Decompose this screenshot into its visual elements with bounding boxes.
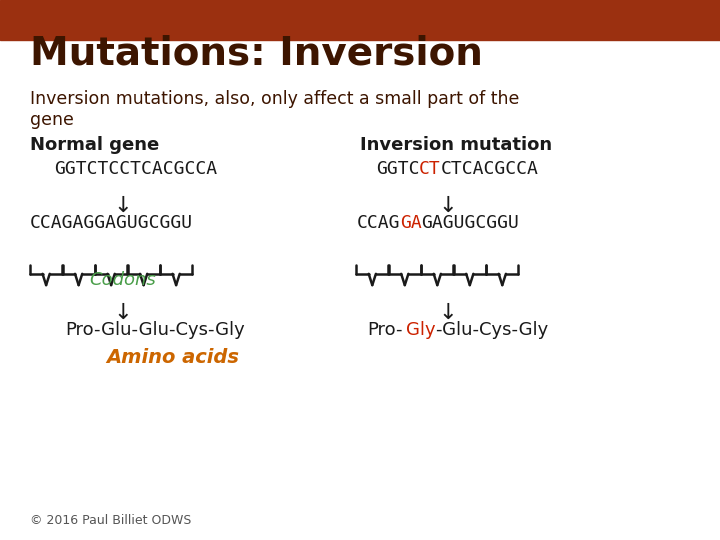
Text: Pro-Glu-Glu-Cys-Gly: Pro-Glu-Glu-Cys-Gly <box>65 321 245 339</box>
Text: ↓: ↓ <box>438 303 457 323</box>
Text: ↓: ↓ <box>113 303 132 323</box>
Text: © 2016 Paul Billiet ODWS: © 2016 Paul Billiet ODWS <box>30 514 192 526</box>
Text: Gly: Gly <box>406 321 436 339</box>
Bar <box>0 0 720 40</box>
Text: GGTC: GGTC <box>376 160 419 178</box>
Text: Codons: Codons <box>89 271 156 289</box>
Text: Pro-: Pro- <box>367 321 402 339</box>
Text: Amino acids: Amino acids <box>107 348 240 367</box>
Text: ↓: ↓ <box>438 196 457 217</box>
Text: GAGUGCGGU: GAGUGCGGU <box>421 214 519 232</box>
Text: GGTCTCCTCACGCCA: GGTCTCCTCACGCCA <box>54 160 217 178</box>
Text: Inversion mutations, also, only affect a small part of the: Inversion mutations, also, only affect a… <box>30 90 520 108</box>
Text: Normal gene: Normal gene <box>30 136 160 154</box>
Text: CCAGAGGAGUGCGGU: CCAGAGGAGUGCGGU <box>30 214 194 232</box>
Text: CT: CT <box>419 160 441 178</box>
Text: GA: GA <box>400 214 421 232</box>
Text: CTCACGCCA: CTCACGCCA <box>441 160 539 178</box>
Text: -Glu-Cys-Gly: -Glu-Cys-Gly <box>436 321 549 339</box>
Text: ↓: ↓ <box>113 196 132 217</box>
Text: Inversion mutation: Inversion mutation <box>360 136 552 154</box>
Text: gene: gene <box>30 111 74 129</box>
Text: Mutations: Inversion: Mutations: Inversion <box>30 35 483 73</box>
Text: CCAG: CCAG <box>356 214 400 232</box>
